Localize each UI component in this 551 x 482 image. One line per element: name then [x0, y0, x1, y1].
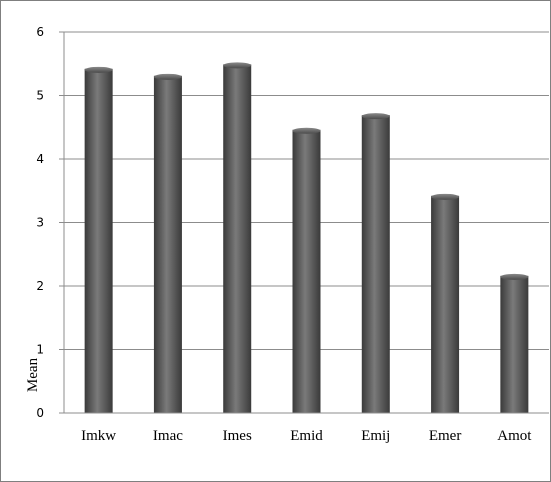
labels: 0 1 2 3 4 5 6 Imkw Imac Imes Emid Emij Emer Amot [36, 25, 532, 444]
x-tick-label: Emer [429, 428, 461, 444]
bar-cap-emij [361, 113, 390, 120]
bars [84, 62, 529, 414]
y-tick-label: 3 [36, 216, 44, 230]
bar-imes [223, 64, 252, 413]
bar-emij [361, 115, 390, 413]
y-tick-label: 1 [36, 343, 44, 357]
x-tick-label: Emid [290, 428, 323, 444]
x-tick-label: Imac [153, 428, 183, 444]
y-tick-label: 0 [36, 406, 44, 420]
bar-amot [500, 275, 529, 413]
bar-emer [431, 195, 460, 413]
bar-cap-emid [292, 127, 321, 134]
x-tick-label: Imes [223, 428, 252, 444]
bar-cap-imes [223, 62, 252, 69]
x-tick-label: Amot [497, 428, 532, 444]
bar-cap-imkw [84, 66, 113, 73]
x-tick-label: Emij [361, 428, 390, 444]
bar-cap-emer [431, 193, 460, 200]
y-tick-label: 4 [36, 152, 44, 166]
y-tick-label: 2 [36, 279, 44, 293]
bar-emid [292, 129, 321, 414]
axes [59, 31, 549, 414]
y-tick-label: 5 [36, 89, 44, 103]
bar-cap-amot [500, 273, 529, 280]
bar-cap-imac [153, 73, 182, 80]
bar-imac [153, 75, 182, 413]
x-tick-label: Imkw [81, 428, 116, 444]
y-tick-label: 6 [36, 25, 44, 39]
bar-imkw [84, 68, 113, 413]
y-axis-title: Mean [25, 357, 41, 392]
